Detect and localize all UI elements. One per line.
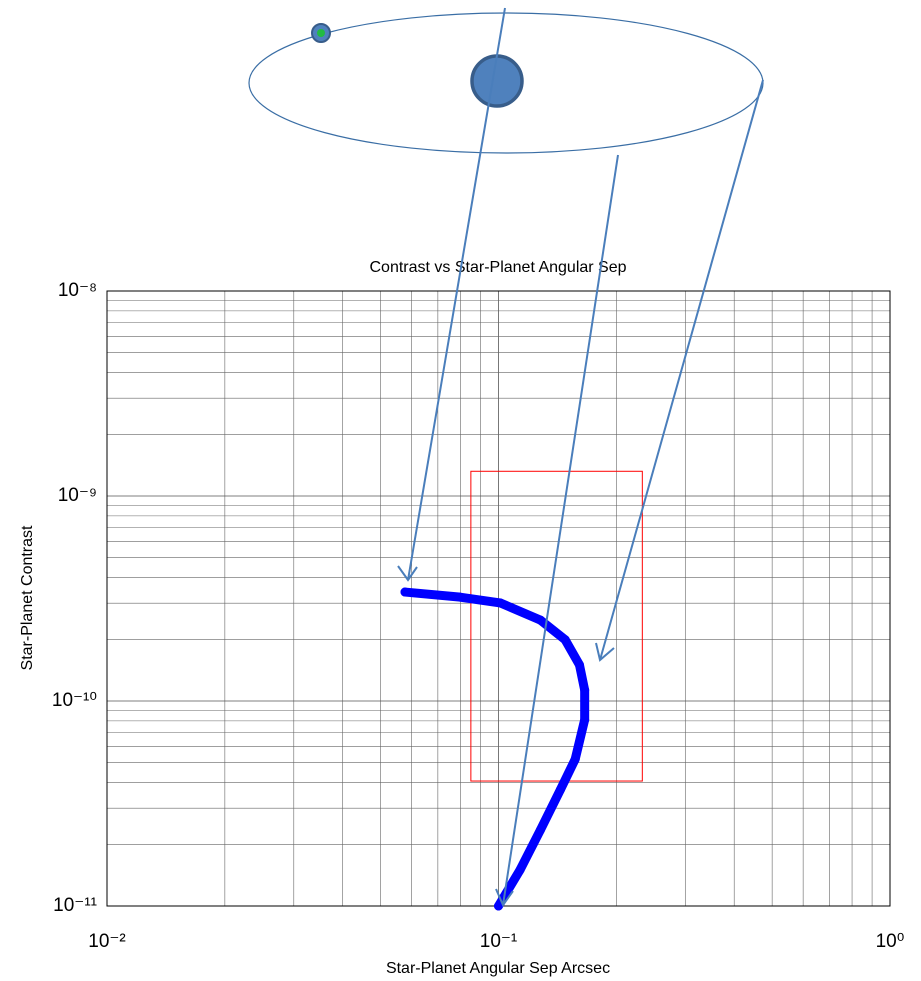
point [580, 715, 589, 724]
chart-title: Contrast vs Star-Planet Angular Sep [369, 259, 626, 276]
point [456, 593, 465, 602]
point [580, 686, 589, 695]
y-axis-label: Star-Planet Contrast [19, 525, 36, 671]
point [561, 635, 570, 644]
x-tick-label: 10⁰ [876, 931, 905, 952]
point [536, 825, 545, 834]
x-tick-label: 10⁻² [88, 931, 126, 952]
point [516, 865, 525, 874]
arrow [408, 8, 505, 580]
point [401, 588, 410, 597]
y-tick-label: 10⁻⁸ [58, 280, 97, 301]
y-tick-label: 10⁻¹⁰ [52, 690, 97, 711]
x-axis-label: Star-Planet Angular Sep Arcsec [386, 960, 610, 977]
point [536, 616, 545, 625]
arrow-head [398, 566, 417, 580]
y-tick-label: 10⁻¹¹ [53, 895, 97, 916]
orbit-diagram [249, 13, 763, 153]
x-tick-label: 10⁻¹ [480, 931, 518, 952]
arrow [600, 80, 763, 660]
point [496, 598, 505, 607]
point [571, 755, 580, 764]
chart: Contrast vs Star-Planet Angular Sep Star… [0, 0, 921, 981]
arrows [398, 8, 763, 905]
point [575, 660, 584, 669]
planet-core [317, 29, 325, 37]
y-tick-label: 10⁻⁹ [58, 485, 97, 506]
star [472, 56, 522, 106]
point [556, 785, 565, 794]
